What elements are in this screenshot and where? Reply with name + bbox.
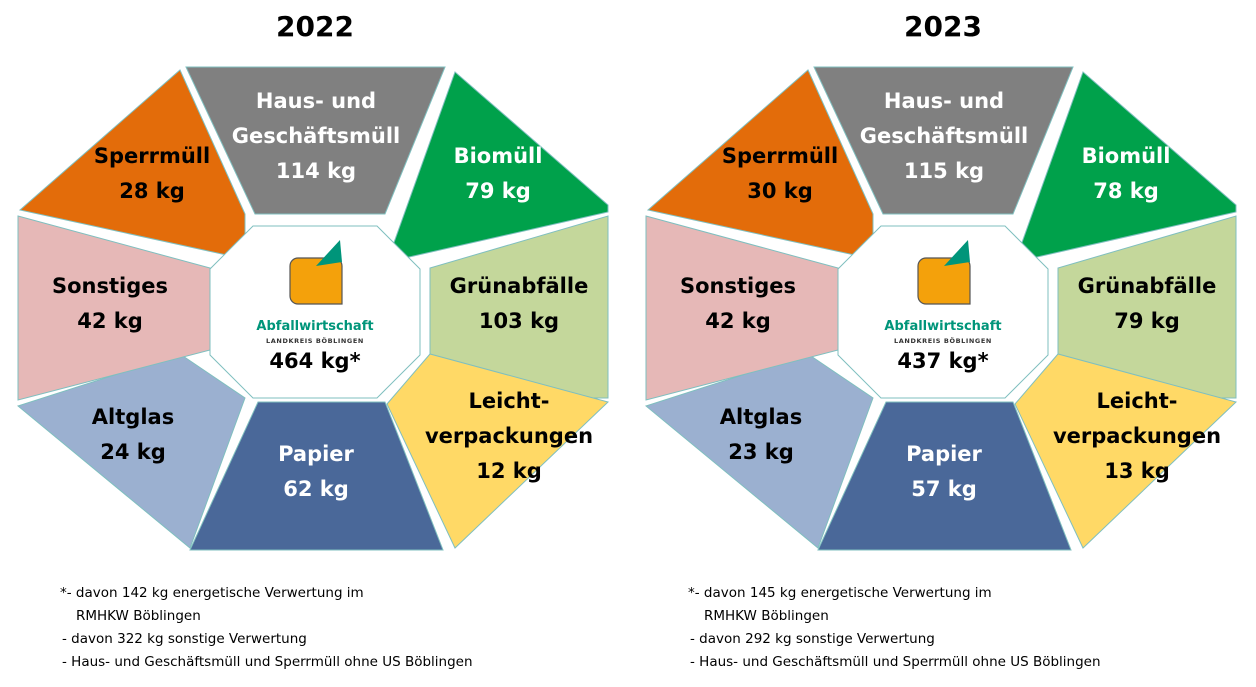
segment-bio-label: Biomüll [454, 144, 543, 168]
segment-bio: Biomüll 79 kg [386, 71, 609, 263]
segment-papier-shape [189, 401, 444, 551]
segment-papier-label: Papier [906, 442, 982, 466]
segment-leicht-label: Leicht- [1097, 389, 1178, 413]
segment-haus-shape [185, 66, 446, 215]
segment-leicht-shape [386, 353, 609, 549]
abfallwirtschaft-logo-icon [289, 240, 343, 305]
segment-bio-shape [386, 71, 609, 263]
segment-leicht-label: verpackungen [1053, 424, 1221, 448]
footnote-line: - davon 322 kg sonstige Verwertung [62, 631, 307, 647]
logo-subtitle: LANDKREIS BÖBLINGEN [894, 336, 992, 345]
segment-leicht: Leicht-verpackungen 12 kg [386, 353, 609, 549]
segment-bio-value: 78 kg [1093, 179, 1159, 203]
segment-haus-value: 114 kg [276, 159, 356, 183]
segment-sperr-label: Sperrmüll [722, 144, 838, 168]
segment-sperr: Sperrmüll 30 kg [646, 69, 874, 260]
abfallwirtschaft-logo-icon [917, 240, 971, 305]
footnote-line: - Haus- und Geschäftsmüll und Sperrmüll … [62, 654, 473, 670]
segment-altglas-label: Altglas [92, 405, 174, 429]
segment-leicht-value: 12 kg [476, 459, 542, 483]
segment-altglas-value: 24 kg [100, 440, 166, 464]
segment-papier-shape [817, 401, 1072, 551]
segment-papier-label: Papier [278, 442, 354, 466]
segment-sonstiges-label: Sonstiges [52, 274, 168, 298]
segment-haus-label: Haus- und [256, 89, 376, 113]
segment-sonstiges: Sonstiges 42 kg [17, 215, 211, 401]
segment-gruen-value: 79 kg [1114, 309, 1180, 333]
octagon-diagram: 2023 Haus- und Geschäftsmüll 115 kg Biomüll 7… [644, 10, 1237, 551]
segment-sperr-label: Sperrmüll [94, 144, 210, 168]
segment-leicht-label: Leicht- [469, 389, 550, 413]
segment-gruen-label: Grünabfälle [450, 274, 589, 298]
segment-gruen-value: 103 kg [479, 309, 559, 333]
footnote-line: - davon 292 kg sonstige Verwertung [690, 631, 935, 647]
octagon-diagram: 2022 Haus- und Geschäftsmüll 114 kg Biomüll 7… [16, 10, 609, 551]
segment-papier-value: 57 kg [911, 477, 977, 501]
center-total: 437 kg* [897, 349, 988, 373]
segment-leicht-shape [1014, 353, 1237, 549]
footnotes: *- davon 145 kg energetische Verwertung … [688, 582, 1101, 674]
segment-altglas-label: Altglas [720, 405, 802, 429]
segment-bio-shape [1014, 71, 1237, 263]
segment-leicht-label: verpackungen [425, 424, 593, 448]
year-title: 2023 [904, 10, 982, 43]
year-title: 2022 [276, 10, 354, 43]
segment-altglas: Altglas 23 kg [644, 353, 874, 549]
segment-haus-shape [813, 66, 1074, 215]
segment-sperr-value: 30 kg [747, 179, 813, 203]
segment-altglas-value: 23 kg [728, 440, 794, 464]
segment-gruen: Grünabfälle 79 kg [1057, 215, 1237, 399]
segment-haus-value: 115 kg [904, 159, 984, 183]
segment-sonstiges: Sonstiges 42 kg [645, 215, 839, 401]
segment-haus-label: Geschäftsmüll [232, 124, 400, 148]
segment-papier: Papier 57 kg [817, 401, 1072, 551]
logo-name: Abfallwirtschaft [256, 319, 373, 334]
segment-haus-label: Haus- und [884, 89, 1004, 113]
segment-leicht-value: 13 kg [1104, 459, 1170, 483]
segment-bio-label: Biomüll [1082, 144, 1171, 168]
footnote-line: RMHKW Böblingen [76, 608, 201, 624]
center-octagon: Abfallwirtschaft LANDKREIS BÖBLINGEN 437 k… [837, 225, 1049, 399]
segment-haus-label: Geschäftsmüll [860, 124, 1028, 148]
footnote-line: *- davon 145 kg energetische Verwertung … [688, 585, 992, 601]
footnotes: *- davon 142 kg energetische Verwertung … [60, 582, 473, 674]
diagram-2023: 2023 Haus- und Geschäftsmüll 115 kg Biomüll 7… [628, 0, 1256, 687]
segment-papier-value: 62 kg [283, 477, 349, 501]
segment-altglas: Altglas 24 kg [16, 353, 246, 549]
center-total: 464 kg* [269, 349, 360, 373]
segment-gruen-label: Grünabfälle [1078, 274, 1217, 298]
diagram-2022: 2022 Haus- und Geschäftsmüll 114 kg Biomüll 7… [16, 10, 609, 674]
segment-sonstiges-label: Sonstiges [680, 274, 796, 298]
segment-sperr-value: 28 kg [119, 179, 185, 203]
segment-bio: Biomüll 78 kg [1014, 71, 1237, 263]
footnote-line: - Haus- und Geschäftsmüll und Sperrmüll … [690, 654, 1101, 670]
footnote-line: *- davon 142 kg energetische Verwertung … [60, 585, 364, 601]
segment-bio-value: 79 kg [465, 179, 531, 203]
segment-sonstiges-value: 42 kg [705, 309, 771, 333]
segment-leicht: Leicht-verpackungen 13 kg [1014, 353, 1237, 549]
segment-papier: Papier 62 kg [189, 401, 444, 551]
segment-haus: Haus- und Geschäftsmüll 115 kg [813, 66, 1074, 215]
center-octagon: Abfallwirtschaft LANDKREIS BÖBLINGEN 464 k… [209, 225, 421, 399]
segment-sonstiges-value: 42 kg [77, 309, 143, 333]
segment-gruen: Grünabfälle 103 kg [429, 215, 609, 399]
logo-name: Abfallwirtschaft [884, 319, 1001, 334]
segment-haus: Haus- und Geschäftsmüll 114 kg [185, 66, 446, 215]
segment-sperr: Sperrmüll 28 kg [18, 69, 246, 260]
logo-subtitle: LANDKREIS BÖBLINGEN [266, 336, 364, 345]
footnote-line: RMHKW Böblingen [704, 608, 829, 624]
